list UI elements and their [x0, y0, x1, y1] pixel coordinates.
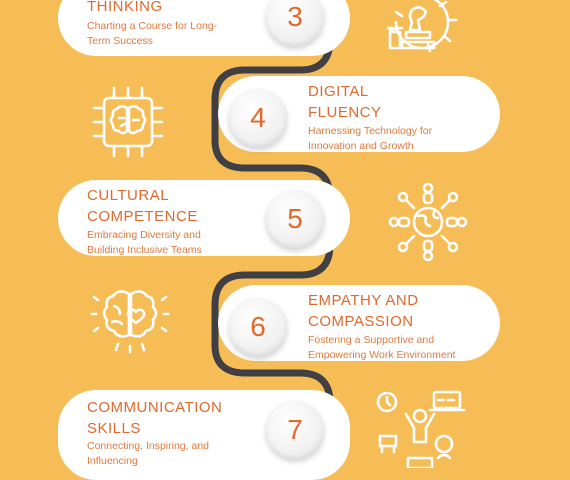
brain-chip-icon — [92, 86, 164, 158]
step-3-number: 3 — [287, 1, 303, 32]
step-7-title: COMMUNICATION SKILLS — [87, 399, 223, 437]
step-5-title: CULTURAL COMPETENCE — [87, 187, 198, 225]
step-4-number-badge: 4 — [229, 89, 287, 147]
step-6-number: 6 — [250, 311, 266, 342]
strategy-gear-chess-icon — [386, 0, 458, 53]
communication-person-icon — [376, 390, 466, 468]
step-4-description: Harnessing Technology for Innovation and… — [308, 125, 433, 152]
step-3-number-badge: 3 — [266, 0, 324, 46]
step-6-description: Fostering a Supportive and Empowering Wo… — [308, 334, 456, 361]
step-4-number: 4 — [250, 102, 266, 133]
step-6-title: EMPATHY AND COMPASSION — [308, 292, 419, 330]
step-7-number-badge: 7 — [266, 401, 324, 459]
step-7-description: Connecting, Inspiring, and Influencing — [87, 440, 209, 467]
step-3-title: THINKING — [87, 0, 163, 15]
step-6-number-badge: 6 — [229, 298, 287, 356]
step-5-number: 5 — [287, 203, 303, 234]
step-5-description: Embracing Diversity and Building Inclusi… — [87, 229, 202, 256]
step-4-title: DIGITAL FLUENCY — [308, 83, 382, 121]
globe-people-icon — [388, 182, 468, 262]
step-7-number: 7 — [287, 414, 303, 445]
brain-heart-icon — [90, 290, 170, 354]
step-3-description: Charting a Course for Long- Term Success — [87, 20, 218, 47]
step-5-number-badge: 5 — [266, 190, 324, 248]
